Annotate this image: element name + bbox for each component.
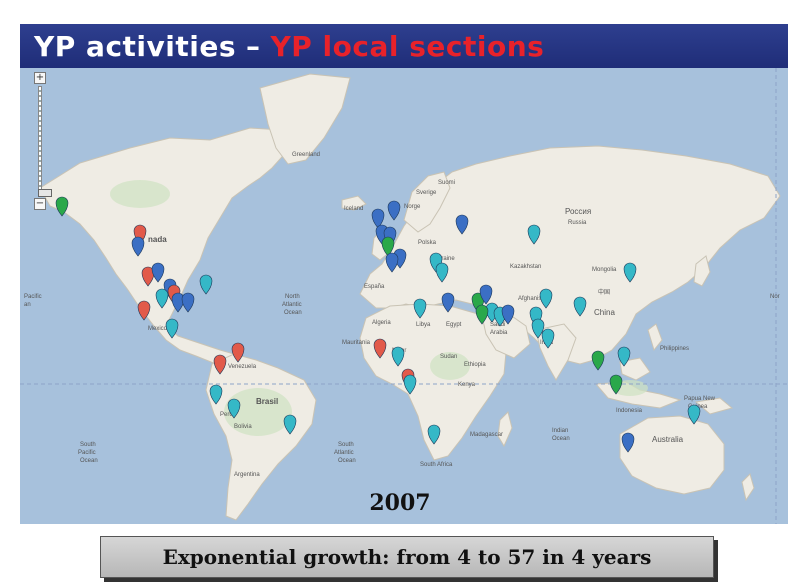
label-algeria: Algeria [372,320,391,326]
label-venezuela: Venezuela [228,364,257,370]
label-libya: Libya [416,322,431,328]
label-greenland: Greenland [292,152,320,158]
australia-landmass [619,415,725,495]
vegetation-tints [110,180,648,436]
slide-title: YP activities – YP local sections [20,24,788,68]
label-sudan: Sudan [440,354,457,360]
label-madagascar: Madagascar [470,432,503,438]
label-polska: Polska [418,240,437,246]
label-pacific-left-2: an [24,302,31,308]
label-espana: España [364,284,385,290]
label-egypt: Egypt [446,322,462,328]
label-australia: Australia [652,435,684,444]
label-argentina: Argentina [234,472,260,478]
map-canvas: Greenland Iceland nada Россия Russia Kaz… [20,68,788,524]
growth-caption: Exponential growth: from 4 to 57 in 4 ye… [162,545,652,569]
title-part-local-sections: YP local sections [270,29,545,63]
label-pacific-left: Pacific [24,294,42,300]
label-north-atlantic-2: Atlantic [282,302,302,308]
label-north-atlantic-3: Ocean [284,310,302,316]
label-suomi: Suomi [438,180,455,186]
map-pin[interactable] [591,350,605,371]
label-canada: nada [148,235,167,244]
label-north-atlantic: North [285,294,300,300]
label-ukraine: Ukraine [434,256,455,262]
label-south-pacific-2: Pacific [78,450,96,456]
map-labels: Greenland Iceland nada Россия Russia Kaz… [24,152,780,478]
label-sverige: Sverige [416,190,437,196]
year-label: 2007 [369,490,431,516]
greenland-landmass [259,73,351,165]
label-peru: Peru [220,412,233,418]
iceland-landmass [341,195,367,211]
label-papua: Papua New [684,396,716,402]
label-indian-ocean-2: Ocean [552,436,570,442]
zoom-slider-handle[interactable] [38,189,52,197]
label-pacific-right: Nor [770,294,780,300]
philippines-landmass [647,323,663,352]
label-indonesia: Indonesia [616,408,643,414]
label-china-cn: 中国 [598,288,610,296]
label-saudi-2: Arabia [490,330,508,336]
new-zealand-landmass [741,473,755,502]
papua-landmass [694,397,734,415]
landmasses [39,73,781,521]
label-bolivia: Bolivia [234,424,252,430]
growth-caption-box: Exponential growth: from 4 to 57 in 4 ye… [100,536,714,578]
label-south-atlantic: South [338,442,354,448]
africa-landmass [359,303,507,461]
label-iceland: Iceland [344,206,363,212]
label-saudi: Saudi [490,322,505,328]
map-pin[interactable] [199,274,213,295]
label-mongolia: Mongolia [592,267,617,273]
label-norge: Norge [404,204,421,210]
latitude-lines [20,68,788,524]
label-south-atlantic-2: Atlantic [334,450,354,456]
eurasia-landmass [359,145,781,365]
label-kenya: Kenya [458,382,476,388]
zoom-out-button[interactable]: − [34,198,46,210]
world-map[interactable]: Greenland Iceland nada Россия Russia Kaz… [20,68,788,524]
madagascar-landmass [497,411,513,448]
map-pin[interactable] [181,292,195,313]
label-kazakhstan: Kazakhstan [510,264,541,270]
title-separator: – [246,29,261,63]
borneo-landmass [619,357,651,381]
label-south-pacific: South [80,442,96,448]
japan-landmass [693,255,711,287]
label-china: China [594,308,615,317]
label-afghanistan: Afghanistan [518,296,550,302]
label-south-pacific-3: Ocean [80,458,98,464]
label-philippines: Philippines [660,346,689,352]
zoom-slider-track[interactable] [38,86,52,197]
label-mexico: Mexico [148,326,168,332]
label-indian-ocean: Indian [552,428,568,434]
label-south-africa: South Africa [420,462,453,468]
label-russia: Россия [565,207,591,216]
label-ethiopia: Ethiopia [464,362,486,368]
title-part-activities: YP activities [34,29,237,63]
label-russia-sub: Russia [568,220,587,226]
scandinavia-landmass [403,171,451,233]
label-mauritania: Mauritania [342,340,371,346]
map-pin[interactable] [387,200,401,221]
label-brasil: Brasil [256,397,278,406]
label-south-atlantic-3: Ocean [338,458,356,464]
zoom-control[interactable]: + − [34,72,52,210]
zoom-in-button[interactable]: + [34,72,46,84]
